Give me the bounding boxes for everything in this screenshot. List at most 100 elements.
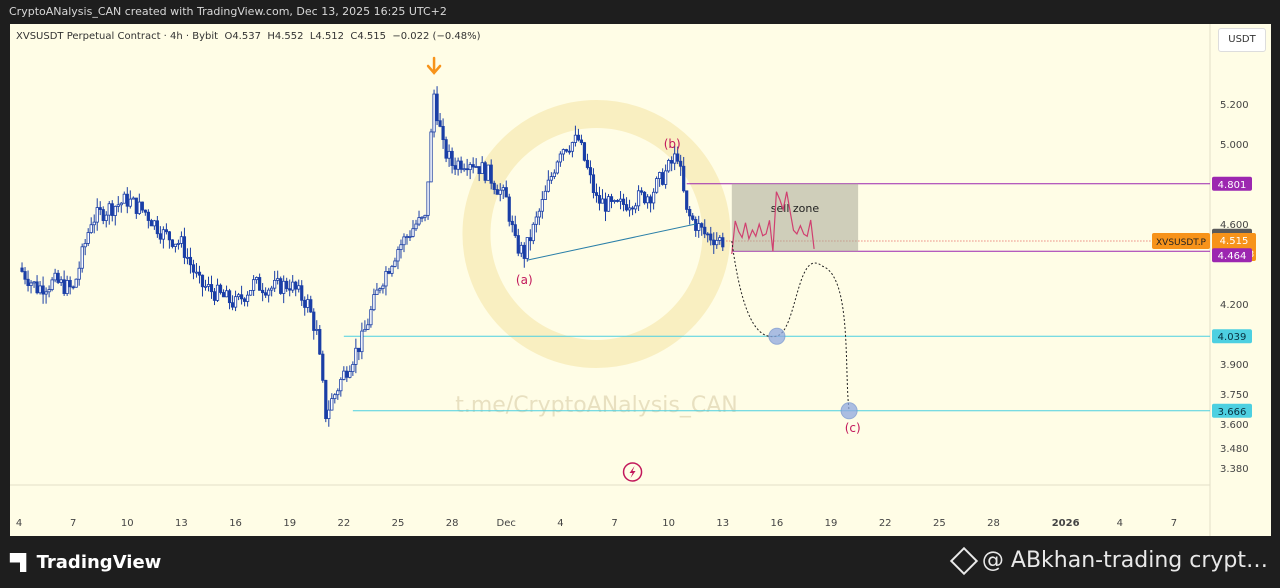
candle-body — [444, 139, 448, 159]
x-tick-label: 4 — [557, 518, 563, 529]
candle-body — [645, 196, 650, 204]
candle-body — [339, 379, 343, 392]
candle-body — [612, 200, 617, 202]
x-tick-label: 13 — [175, 518, 188, 529]
candle-body — [200, 274, 205, 288]
candle-body — [670, 160, 674, 164]
binance-diamond-icon — [949, 546, 979, 575]
candle-body — [477, 166, 481, 174]
candle-body — [718, 237, 722, 241]
watermark-text: t.me/CryptoANalysis_CAN — [455, 393, 738, 418]
price-tag-4801-bg — [1212, 176, 1252, 191]
candle-body — [411, 228, 415, 237]
candle-body — [194, 271, 199, 274]
author-text: @ ABkhan-trading crypt… — [981, 548, 1268, 573]
sell-zone-label: sell zone — [771, 202, 820, 215]
candle-body — [113, 205, 117, 216]
candle-body — [603, 198, 608, 212]
candle-body — [573, 134, 578, 143]
candle-body — [390, 266, 394, 274]
candle-body — [89, 224, 93, 233]
candle-body — [188, 256, 193, 266]
candle-body — [621, 198, 626, 205]
candle-body — [582, 142, 587, 161]
candle-body — [432, 93, 436, 133]
candle-body — [597, 195, 602, 204]
candle-body — [176, 243, 181, 245]
candle-body — [309, 299, 313, 313]
candle-body — [224, 290, 229, 298]
wave-label: (a) — [516, 273, 533, 287]
candle-body — [119, 202, 123, 206]
candle-body — [128, 198, 132, 207]
chart-header: CryptoANalysis_CAN created with TradingV… — [0, 0, 1280, 24]
ohlc-low: L4.512 — [309, 31, 345, 42]
candle-body — [558, 153, 562, 163]
candle-body — [438, 120, 442, 127]
candle-body — [279, 278, 283, 294]
candle-body — [116, 204, 120, 207]
candle-body — [372, 294, 376, 311]
tradingview-logo[interactable]: ▀▌ TradingView — [10, 552, 161, 573]
candle-body — [564, 149, 568, 152]
y-tick-label: 3.380 — [1220, 464, 1249, 475]
candle-body — [333, 394, 337, 400]
candle-body — [504, 187, 508, 198]
chart-frame[interactable]: t.me/CryptoANalysis_CAN 5.200 5.000 4.600 4.… — [10, 24, 1271, 536]
candle-body — [594, 192, 599, 196]
candle-body — [652, 191, 656, 204]
y-tick-label: 4.600 — [1220, 220, 1249, 231]
candle-body — [203, 285, 208, 288]
candle-body — [291, 281, 295, 291]
candle-body — [510, 220, 514, 226]
candle-body — [381, 285, 385, 289]
candle-body — [531, 223, 535, 242]
candle-body — [525, 237, 529, 259]
candle-body — [107, 203, 111, 216]
candle-body — [62, 279, 66, 294]
candle-body — [35, 281, 39, 294]
lightning-icon — [629, 466, 636, 478]
candle-body — [661, 172, 665, 185]
candle-body — [182, 236, 187, 258]
candle-body — [26, 278, 30, 286]
candle-body — [483, 162, 487, 181]
footer: ▀▌ TradingView @ ABkhan-trading crypt… — [0, 536, 1280, 588]
candle-body — [712, 239, 716, 246]
symbol-tag-bg — [1152, 233, 1210, 249]
candle-body — [134, 197, 138, 214]
x-tick-label: 16 — [229, 518, 242, 529]
candle-body — [549, 176, 553, 181]
x-tick-label: 25 — [933, 518, 946, 529]
candle-body — [218, 284, 223, 293]
candle-body — [315, 329, 319, 331]
price-chart[interactable]: t.me/CryptoANalysis_CAN 5.200 5.000 4.600 4.… — [10, 24, 1271, 536]
candle-body — [630, 207, 635, 210]
candle-body — [173, 243, 178, 247]
candle-body — [29, 282, 33, 286]
y-tick-label: 3.600 — [1220, 420, 1249, 431]
candle-body — [375, 289, 379, 295]
candle-body — [206, 284, 211, 287]
candle-body — [624, 204, 629, 211]
candle-body — [600, 198, 605, 204]
candle-body — [212, 291, 217, 301]
candle-body — [273, 279, 277, 289]
candle-body — [519, 244, 523, 254]
candle-body — [221, 292, 226, 298]
x-tick-label: 10 — [662, 518, 675, 529]
candle-body — [513, 224, 517, 236]
currency-selector[interactable]: USDT — [1218, 28, 1266, 52]
candle-body — [673, 153, 677, 164]
y-tick-label: 5.000 — [1220, 140, 1249, 151]
x-tick-label: 19 — [825, 518, 838, 529]
candle-body — [627, 207, 632, 211]
candle-body — [249, 289, 253, 296]
candle-body — [264, 292, 268, 296]
price-tag-4464-bg — [1212, 248, 1252, 263]
candle-body — [366, 324, 370, 330]
candle-body — [80, 246, 84, 269]
target-circle — [840, 402, 858, 420]
candle-body — [453, 165, 457, 170]
candle-body — [164, 229, 168, 233]
